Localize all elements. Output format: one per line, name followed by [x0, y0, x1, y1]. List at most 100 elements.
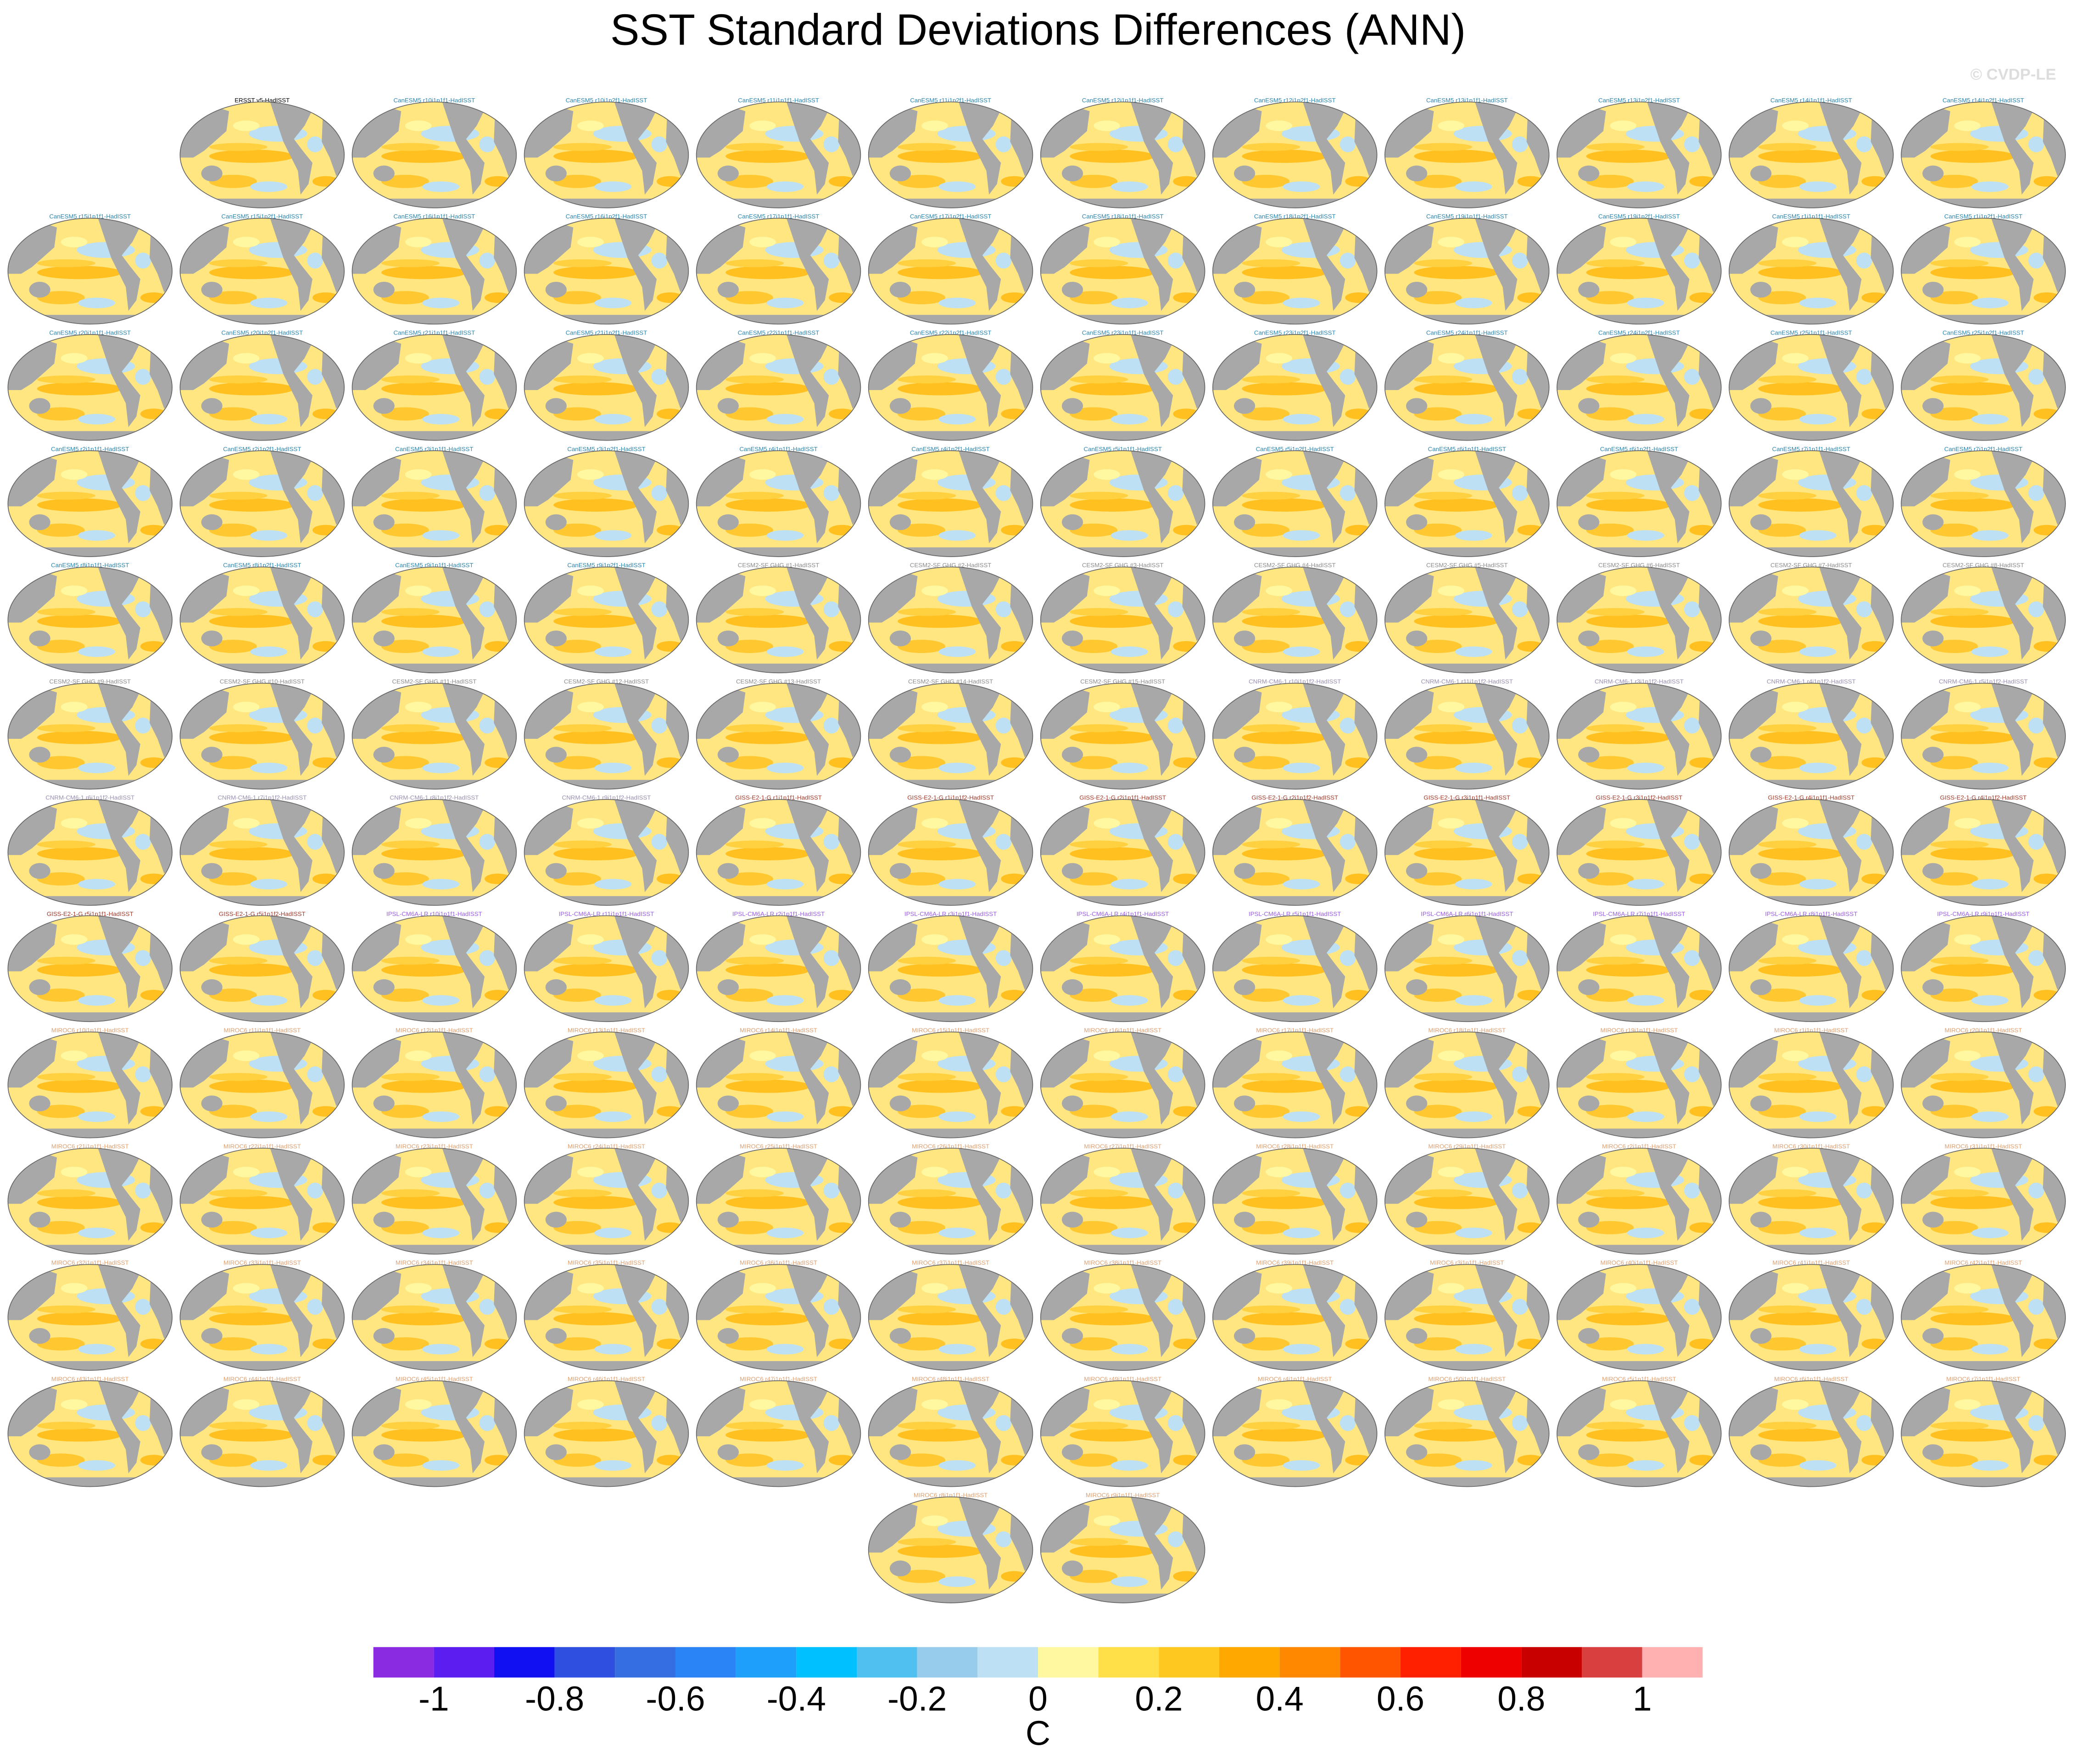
map: [525, 1381, 689, 1490]
map-panel: CNRM-CM6-1 r11i1p1f2-HadISST: [1385, 678, 1549, 793]
panel-title: MIROC6 r34i1p1f1-HadISST: [396, 1259, 473, 1266]
panel-title: CNRM-CM6-1 r3i1p1f2-HadISST: [1595, 678, 1684, 685]
map: [1041, 915, 1205, 1025]
map-panel: CanESM5 r6i1p1f1-HadISST: [1385, 446, 1549, 561]
panel-title: MIROC6 r30i1p1f1-HadISST: [1773, 1143, 1850, 1150]
panel-title: CanESM5 r4i1p1f1-HadISST: [739, 446, 817, 452]
map: [180, 567, 344, 676]
map: [1213, 1381, 1377, 1490]
panel-title: CanESM5 r14i1p1f1-HadISST: [1770, 97, 1852, 104]
map-panel: CanESM5 r15i1p2f1-HadISST: [180, 213, 344, 328]
map-panel: CanESM5 r19i1p1f1-HadISST: [1385, 213, 1549, 328]
panel-title: MIROC6 r5i1p1f1-HadISST: [1602, 1375, 1676, 1382]
map-panel: CNRM-CM6-1 r4i1p1f2-HadISST: [1729, 678, 1893, 793]
map-panel: MIROC6 r16i1p1f1-HadISST: [1041, 1027, 1205, 1142]
panel-title: CanESM5 r24i1p2f1-HadISST: [1598, 329, 1680, 336]
panel-title: CanESM5 r23i1p2f1-HadISST: [1254, 329, 1336, 336]
map-panel: IPSL-CM6A-LR r6i1p1f1-HadISST: [1385, 910, 1549, 1026]
map-panel: MIROC6 r46i1p1f1-HadISST: [525, 1375, 689, 1490]
colorbar-tick-label: -0.6: [646, 1679, 705, 1718]
colorbar-box: [1461, 1647, 1522, 1678]
map: [697, 1381, 861, 1490]
map-panel: CanESM5 r13i1p1f1-HadISST: [1385, 97, 1549, 212]
map: [8, 683, 172, 793]
map-panel: MIROC6 r35i1p1f1-HadISST: [525, 1259, 689, 1374]
map-panel: CESM2-SF GHG #6-HadISST: [1557, 562, 1721, 677]
map-panel: CanESM5 r13i1p2f1-HadISST: [1557, 97, 1721, 212]
map: [180, 1148, 344, 1258]
panel-title: MIROC6 r33i1p1f1-HadISST: [223, 1259, 301, 1266]
map: [1041, 102, 1205, 212]
map: [1557, 218, 1721, 328]
map-panel: MIROC6 r20i1p1f1-HadISST: [1901, 1027, 2065, 1142]
map: [352, 1381, 516, 1490]
panel-title: CanESM5 r16i1p1f1-HadISST: [393, 213, 475, 220]
panel-title: CanESM5 r5i1p2f1-HadISST: [1256, 446, 1334, 452]
panel-title: IPSL-CM6A-LR r8i1p1f1-HadISST: [1765, 910, 1857, 917]
panel-title: GISS-E2-1-G r1i1p1f2-HadISST: [907, 794, 994, 801]
map-panel: IPSL-CM6A-LR r4i1p1f1-HadISST: [1041, 910, 1205, 1026]
panel-title: CNRM-CM6-1 r7i1p1f2-HadISST: [218, 794, 307, 801]
map: [180, 799, 344, 909]
map-panel: CESM2-SF GHG #11-HadISST: [352, 678, 516, 793]
map-panel: MIROC6 r24i1p1f1-HadISST: [525, 1143, 689, 1258]
panel-title: CanESM5 r23i1p1f1-HadISST: [1082, 329, 1164, 336]
map: [525, 915, 689, 1025]
panel-title: CanESM5 r5i1p1f1-HadISST: [1083, 446, 1161, 452]
panel-title: CESM2-SF GHG #2-HadISST: [910, 562, 992, 569]
map: [352, 915, 516, 1025]
panel-title: MIROC6 r36i1p1f1-HadISST: [740, 1259, 817, 1266]
map-panel: CanESM5 r18i1p2f1-HadISST: [1213, 213, 1377, 328]
panel-title: MIROC6 r7i1p1f1-HadISST: [1946, 1375, 2020, 1382]
map-panel: MIROC6 r38i1p1f1-HadISST: [1041, 1259, 1205, 1374]
map-panel: GISS-E2-1-G r2i1p1f2-HadISST: [1213, 794, 1377, 910]
panel-title: MIROC6 r44i1p1f1-HadISST: [223, 1375, 301, 1382]
map: [1557, 1032, 1721, 1142]
map-panel: CanESM5 r24i1p1f1-HadISST: [1385, 329, 1549, 444]
map: [1901, 451, 2065, 560]
panel-title: CanESM5 r3i1p1f1-HadISST: [395, 446, 473, 452]
map: [525, 683, 689, 793]
map-panel: MIROC6 r6i1p1f1-HadISST: [1729, 1375, 1893, 1490]
panel-title: MIROC6 r42i1p1f1-HadISST: [1945, 1259, 2022, 1266]
map: [1041, 683, 1205, 793]
map: [1213, 1264, 1377, 1374]
map: [1213, 915, 1377, 1025]
panel-title: CanESM5 r6i1p2f1-HadISST: [1600, 446, 1678, 452]
map-panel: CanESM5 r9i1p2f1-HadISST: [525, 562, 689, 677]
panel-title: CanESM5 r6i1p1f1-HadISST: [1428, 446, 1506, 452]
panel-title: GISS-E2-1-G r3i1p1f2-HadISST: [1596, 794, 1683, 801]
map-panel: MIROC6 r18i1p1f1-HadISST: [1385, 1027, 1549, 1142]
map-panel: CanESM5 r12i1p2f1-HadISST: [1213, 97, 1377, 212]
map: [180, 335, 344, 444]
map-panel: CanESM5 r25i1p2f1-HadISST: [1901, 329, 2065, 444]
panel-title: MIROC6 r19i1p1f1-HadISST: [1600, 1027, 1678, 1033]
map: [1385, 1032, 1549, 1142]
map-panel: MIROC6 r49i1p1f1-HadISST: [1041, 1375, 1205, 1490]
panel-title: MIROC6 r43i1p1f1-HadISST: [51, 1375, 129, 1382]
map-panel: CESM2-SF GHG #5-HadISST: [1385, 562, 1549, 677]
panel-title: CESM2-SF GHG #6-HadISST: [1598, 562, 1680, 569]
panel-title: CanESM5 r12i1p1f1-HadISST: [1082, 97, 1164, 104]
panel-title: IPSL-CM6A-LR r5i1p1f1-HadISST: [1249, 910, 1341, 917]
panel-title: MIROC6 r14i1p1f1-HadISST: [740, 1027, 817, 1033]
map-panel: IPSL-CM6A-LR r2i1p1f1-HadISST: [697, 910, 861, 1026]
panel-title: CNRM-CM6-1 r11i1p1f2-HadISST: [1421, 678, 1513, 685]
map: [1041, 1264, 1205, 1374]
map-panel: GISS-E2-1-G r4i1p1f1-HadISST: [1729, 794, 1893, 910]
panel-title: MIROC6 r29i1p1f1-HadISST: [1428, 1143, 1506, 1150]
map-panel: CanESM5 r2i1p2f1-HadISST: [180, 446, 344, 561]
map: [697, 1032, 861, 1142]
map-panel: CESM2-SF GHG #12-HadISST: [525, 678, 689, 793]
panel-title: CanESM5 r18i1p1f1-HadISST: [1082, 213, 1164, 220]
colorbar-box: [615, 1647, 675, 1678]
map-panel: CNRM-CM6-1 r7i1p1f2-HadISST: [180, 794, 344, 910]
colorbar-box: [1642, 1647, 1703, 1678]
panel-title: CESM2-SF GHG #9-HadISST: [49, 678, 131, 685]
panel-title: MIROC6 r35i1p1f1-HadISST: [568, 1259, 645, 1266]
map: [1041, 1381, 1205, 1490]
map: [1041, 1148, 1205, 1258]
map: [697, 335, 861, 444]
panel-title: CanESM5 r14i1p2f1-HadISST: [1942, 97, 2024, 104]
